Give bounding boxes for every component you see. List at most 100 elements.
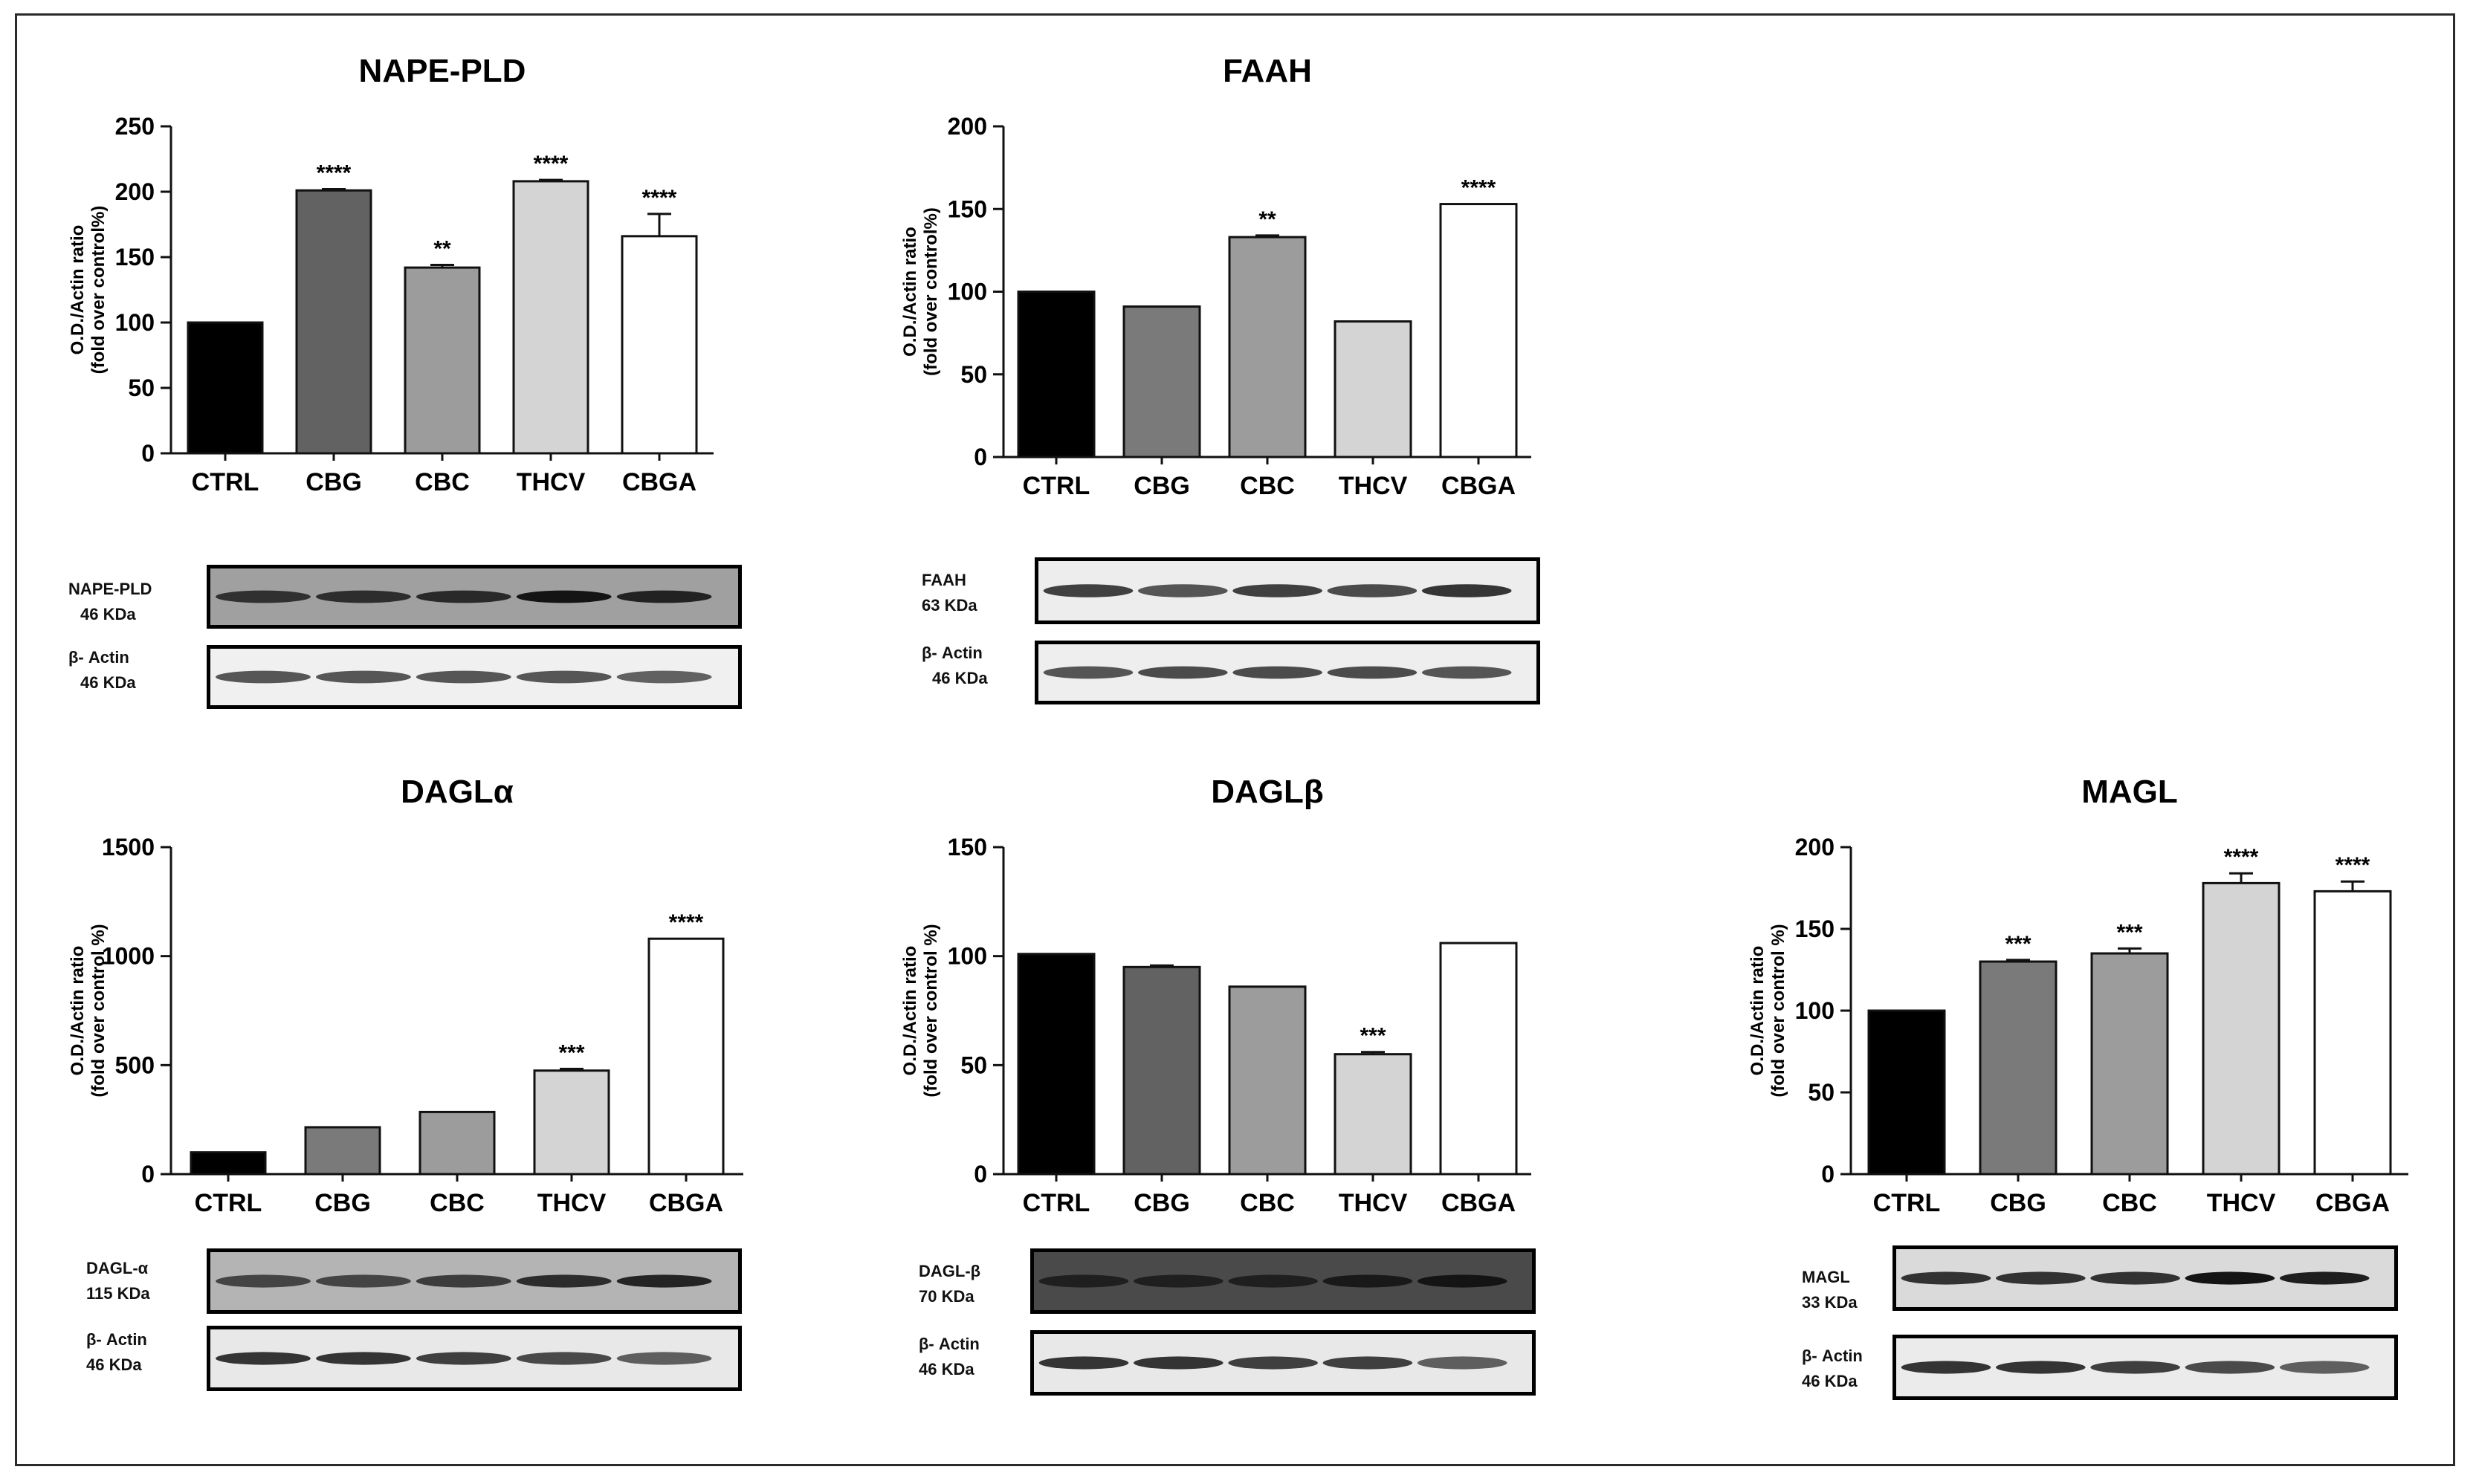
significance-marker: **** xyxy=(669,910,704,935)
bar-cbc xyxy=(1228,236,1307,459)
bar-thcv xyxy=(1334,320,1412,459)
blot-band xyxy=(1134,1356,1224,1370)
blot-band xyxy=(516,1352,612,1365)
x-tick-label: CTRL xyxy=(1873,1189,1941,1217)
chart-title: NAPE-PLD xyxy=(359,53,526,89)
magl-actin-label: β- Actin 46 KDa xyxy=(1802,1344,1863,1394)
y-axis-label: O.D./Actin ratio(fold over control%) xyxy=(900,207,941,376)
bar-cbg xyxy=(1122,965,1201,1176)
bar-cbg xyxy=(304,1126,381,1176)
x-tick-label: CBGA xyxy=(2315,1189,2390,1217)
y-tick-label: 50 xyxy=(128,375,155,401)
panel-dagl-beta: DAGLβ O.D./Actin ratio(fold over control … xyxy=(862,765,1576,1419)
y-tick-label: 150 xyxy=(1795,916,1835,942)
y-tick-label: 150 xyxy=(948,195,987,222)
chart-title: DAGLα xyxy=(401,774,514,810)
x-tick-label: CBG xyxy=(1134,1189,1190,1217)
blot-band xyxy=(216,1274,311,1288)
bar-cbga xyxy=(621,235,698,455)
y-axis-label-line: (fold over control %) xyxy=(88,924,109,1097)
blot-band xyxy=(1138,666,1228,679)
bar-cbga xyxy=(2313,890,2392,1176)
y-tick-label: 150 xyxy=(948,834,987,861)
blot-band xyxy=(2090,1361,2180,1374)
blot-band xyxy=(216,590,311,603)
bar-cbc xyxy=(404,266,481,455)
faah-actin-blot xyxy=(1035,641,1540,704)
bar-cbg xyxy=(1122,305,1201,459)
significance-marker: **** xyxy=(2336,853,2370,878)
bar-cbc xyxy=(418,1110,496,1176)
blot-band xyxy=(316,1274,411,1288)
x-tick-label: CBGA xyxy=(1441,1189,1516,1217)
y-tick-label: 50 xyxy=(960,361,987,388)
significance-marker: **** xyxy=(2224,845,2259,869)
x-tick-label: CBG xyxy=(306,468,362,496)
faah-blot xyxy=(1035,557,1540,624)
blot-band xyxy=(616,670,712,684)
blot-target-name: MAGL xyxy=(1802,1268,1850,1286)
dagl-beta-chart: DAGLβ O.D./Actin ratio(fold over control … xyxy=(900,774,1531,1217)
dagl-alpha-actin-label: β- Actin 46 KDa xyxy=(86,1327,147,1378)
blot-target-name: NAPE-PLD xyxy=(68,580,152,598)
blot-bands xyxy=(1034,1334,1532,1392)
blot-bands xyxy=(210,649,738,705)
blot-target-size: 115 KDa xyxy=(86,1284,150,1303)
blot-band xyxy=(1134,1274,1224,1288)
y-tick-label: 100 xyxy=(115,309,155,336)
dagl-beta-blot-label: DAGL-β 70 KDa xyxy=(919,1259,980,1309)
blot-target-size: 46 KDa xyxy=(80,605,136,623)
x-tick-label: CBG xyxy=(314,1189,371,1217)
blot-band xyxy=(1421,584,1512,597)
bar-cbg xyxy=(295,189,372,455)
y-tick-label: 100 xyxy=(948,943,987,970)
blot-band xyxy=(1232,584,1322,597)
bar-cbga xyxy=(1439,942,1518,1176)
y-tick-label: 1500 xyxy=(102,834,155,861)
blot-bands xyxy=(1038,644,1536,701)
blot-bands xyxy=(210,1252,738,1310)
blot-band xyxy=(516,1274,612,1288)
blot-band xyxy=(616,1352,712,1365)
bar-ctrl xyxy=(1017,291,1096,459)
chart-title: MAGL xyxy=(2081,774,2178,810)
blot-band xyxy=(1038,1356,1129,1370)
bar-ctrl xyxy=(1017,953,1096,1176)
y-tick-label: 100 xyxy=(948,279,987,305)
bar-ctrl xyxy=(187,321,264,455)
significance-marker: **** xyxy=(1461,176,1496,201)
blot-actin-size: 46 KDa xyxy=(932,669,988,687)
y-axis-label-line: O.D./Actin ratio xyxy=(900,946,920,1076)
blot-actin-name: β- Actin xyxy=(922,644,983,662)
y-axis-label-line: (fold over control %) xyxy=(921,924,941,1097)
dagl-beta-actin-label: β- Actin 46 KDa xyxy=(919,1332,980,1382)
blot-band xyxy=(1996,1361,2086,1374)
bar-thcv xyxy=(2202,881,2281,1176)
blot-band xyxy=(1228,1274,1318,1288)
x-tick-label: CBC xyxy=(1240,472,1295,500)
blot-band xyxy=(1327,666,1418,679)
blot-actin-size: 46 KDa xyxy=(86,1355,142,1374)
y-axis-label-line: O.D./Actin ratio xyxy=(1748,946,1768,1076)
blot-bands xyxy=(210,568,738,625)
blot-actin-name: β- Actin xyxy=(68,648,129,667)
chart-title: FAAH xyxy=(1223,53,1312,89)
significance-marker: ** xyxy=(1258,207,1276,232)
x-tick-label: THCV xyxy=(1339,472,1408,500)
x-tick-label: CBG xyxy=(1134,472,1190,500)
y-axis-label: O.D./Actin ratio(fold over control %) xyxy=(68,924,109,1097)
blot-band xyxy=(1996,1271,2086,1285)
blot-band xyxy=(1901,1361,1991,1374)
blot-band xyxy=(316,1352,411,1365)
blot-band xyxy=(1901,1271,1991,1285)
blot-band xyxy=(2185,1271,2275,1285)
y-axis-label: O.D./Actin ratio(fold over control %) xyxy=(1748,924,1788,1097)
blot-band xyxy=(1228,1356,1318,1370)
blot-bands xyxy=(1896,1249,2394,1307)
y-tick-label: 0 xyxy=(974,1161,987,1187)
blot-band xyxy=(216,670,311,684)
y-tick-label: 200 xyxy=(115,178,155,205)
y-axis-label: O.D./Actin ratio(fold over control%) xyxy=(68,206,109,375)
dagl-alpha-blot xyxy=(207,1248,742,1314)
nape-pld-actin-blot xyxy=(207,645,742,709)
